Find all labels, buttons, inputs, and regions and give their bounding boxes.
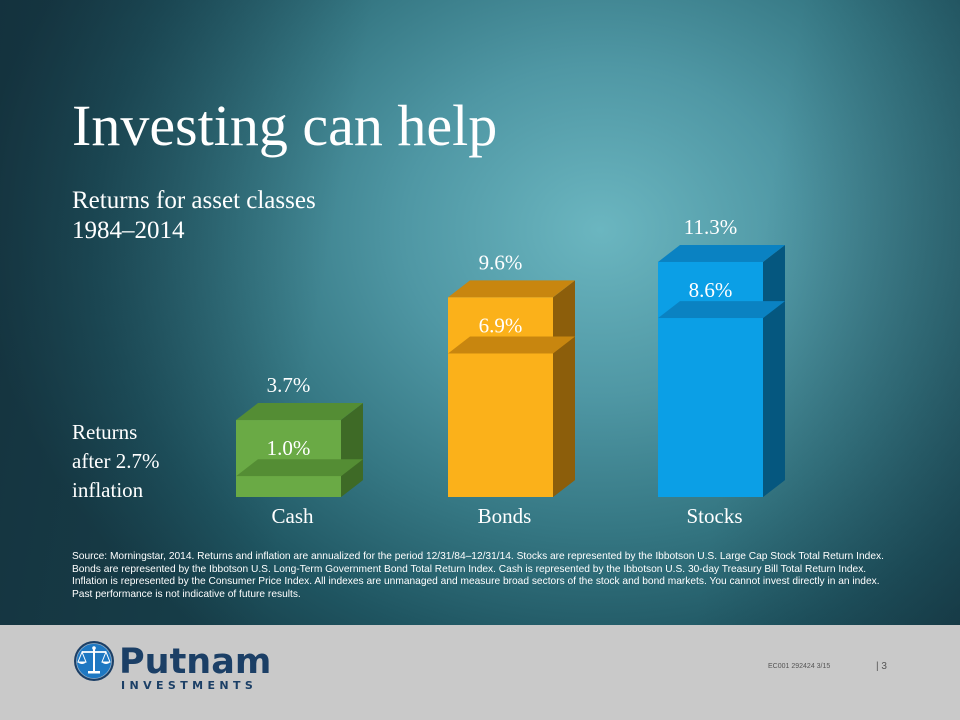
scales-of-justice-icon xyxy=(74,641,114,681)
subtitle-line-2: 1984–2014 xyxy=(72,217,185,244)
logo-wordmark: Putnam xyxy=(119,642,272,682)
label-stocks-after-inflation: 8.6% xyxy=(689,278,733,302)
bar-stocks-after-inflation xyxy=(658,301,785,497)
bar-cash-after-inflation-face xyxy=(341,459,363,497)
label-bonds-after-inflation: 6.9% xyxy=(479,313,523,337)
inflation-note-line-1: Returns xyxy=(72,420,138,444)
label-cash-after-inflation: 1.0% xyxy=(267,436,311,460)
source-footnote: Source: Morningstar, 2014. Returns and i… xyxy=(72,551,884,600)
page-title: Investing can help xyxy=(72,93,498,158)
label-cash-total: 3.7% xyxy=(267,373,311,397)
inflation-note-line-2: after 2.7% xyxy=(72,449,160,473)
category-label-bonds: Bonds xyxy=(478,504,532,528)
bar-stocks-after-inflation-face xyxy=(658,301,785,319)
bar-bonds-after-inflation-face xyxy=(553,336,575,497)
bar-stocks-total-face xyxy=(658,244,785,262)
inflation-note: Returns after 2.7% inflation xyxy=(72,418,159,505)
bar-bonds-after-inflation-face xyxy=(448,336,575,354)
chart-subtitle: Returns for asset classes 1984–2014 xyxy=(72,186,316,246)
bar-cash-after-inflation-face xyxy=(236,459,363,477)
bar-bonds-after-inflation-face xyxy=(448,353,553,497)
document-code: EC001 292424 3/15 xyxy=(768,663,831,670)
bar-cash-total-face xyxy=(236,403,363,421)
category-label-cash: Cash xyxy=(272,504,315,528)
bar-stocks-after-inflation-face xyxy=(763,301,785,497)
logo-subtitle: INVESTMENTS xyxy=(121,679,258,692)
bar-cash-after-inflation-face xyxy=(236,476,341,497)
returns-bar-chart: 3.7% 1.0% Cash 9.6% 6.9% Bonds 11.3% 8.6% Stocks xyxy=(236,215,785,528)
inflation-note-line-3: inflation xyxy=(72,478,144,502)
bar-bonds-total-face xyxy=(448,280,575,298)
bar-stocks-after-inflation-face xyxy=(658,318,763,497)
category-label-stocks: Stocks xyxy=(686,504,742,528)
subtitle-line-1: Returns for asset classes xyxy=(72,187,316,214)
label-bonds-total: 9.6% xyxy=(479,250,523,274)
page-number: | 3 xyxy=(876,661,887,672)
bar-cash-after-inflation xyxy=(236,459,363,497)
bar-bonds-after-inflation xyxy=(448,336,575,497)
label-stocks-total: 11.3% xyxy=(684,215,737,239)
footer-bar xyxy=(0,625,960,720)
